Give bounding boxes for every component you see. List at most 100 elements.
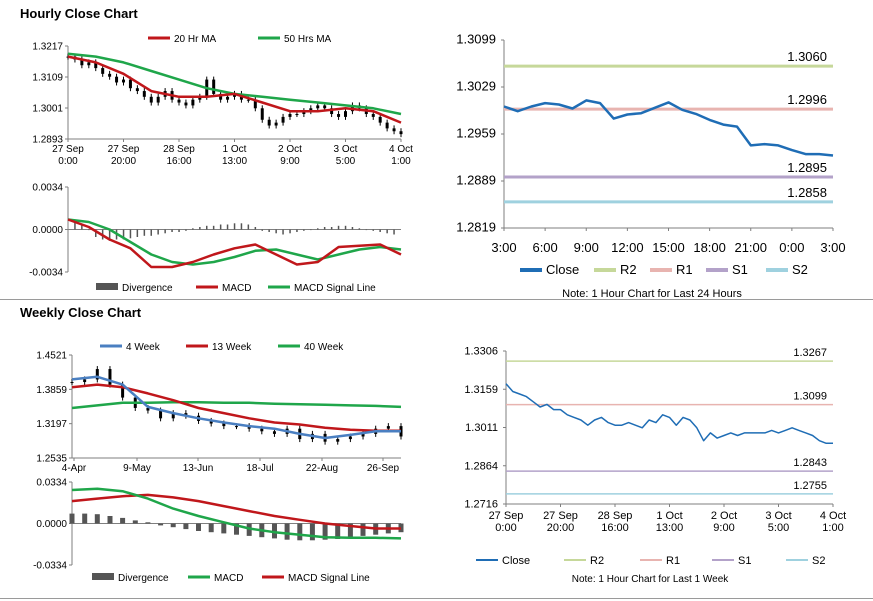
hourly-divergence-bar: [171, 229, 173, 232]
hourly-levels-close-line: [503, 99, 834, 157]
hourly-price-bar-body: [212, 79, 216, 94]
weekly-4wk-ma-line: [71, 375, 401, 440]
weekly-divergence-bar: [107, 516, 113, 524]
hourly-price-bar-body: [309, 108, 313, 112]
hourly-price-x-tick-label: 13:00: [222, 156, 247, 167]
hourly-levels-y-tick-label: 1.2889: [456, 173, 496, 188]
weekly-divergence-bar: [196, 523, 201, 531]
hourly-price-bar-body: [337, 114, 341, 117]
hourly-divergence-bar: [303, 229, 305, 231]
hourly-price-bar-body: [226, 96, 230, 100]
hourly-divergence-bar: [296, 229, 298, 232]
weekly-price-bar-body: [95, 369, 99, 380]
hourly-levels-y-tick-label: 1.2819: [456, 220, 496, 235]
hourly-divergence-bar: [330, 227, 333, 230]
hourly-price-bar-body: [323, 105, 327, 109]
hourly-price-bar-body: [378, 116, 382, 123]
hourly-divergence-bar: [261, 229, 263, 231]
weekly-price-y-tick-label: 1.3197: [36, 419, 67, 430]
section-divider: [0, 299, 873, 300]
hourly-price-bar-body: [94, 62, 98, 69]
hourly-divergence-bar: [351, 227, 354, 230]
hourly-macd-legend-label: MACD: [222, 283, 251, 294]
hourly-price-x-tick-label: 4 Oct: [389, 144, 413, 155]
hourly-macd-y-tick-label: 0.0034: [32, 183, 63, 194]
hourly-price-bar-body: [101, 68, 105, 74]
hourly-divergence-bar: [157, 229, 159, 235]
hourly-divergence-bar: [129, 229, 132, 239]
hourly-price-bar-body: [184, 102, 188, 106]
hourly-price-y-tick-label: 1.3001: [32, 104, 63, 115]
weekly-divergence-bar: [347, 523, 353, 538]
hourly-levels-r2-label: 1.3060: [787, 49, 827, 64]
weekly-levels-note: Note: 1 Hour Chart for Last 1 Week: [572, 574, 730, 585]
weekly-macd-legend-label: MACD: [214, 573, 243, 584]
hourly-price-bar-body: [385, 122, 389, 129]
hourly-macd-signal-line: [67, 218, 402, 266]
hourly-price-x-tick-label: 2 Oct: [278, 144, 302, 155]
hourly-price-x-tick-label: 3 Oct: [334, 144, 358, 155]
hourly-divergence-bar: [282, 229, 284, 235]
hourly-price-bar-body: [246, 99, 250, 101]
weekly-macd-y-tick-label: 0.0000: [36, 519, 67, 530]
hourly-levels-r1-label: 1.2996: [787, 92, 827, 107]
hourly-divergence-bar: [289, 229, 291, 234]
hourly-levels-y-tick-label: 1.2959: [456, 126, 496, 141]
hourly-price-x-tick-label: 9:00: [280, 156, 300, 167]
hourly-price-bar-body: [80, 59, 84, 66]
hourly-divergence-bar: [365, 229, 368, 231]
hourly-divergence-bar: [358, 228, 361, 230]
weekly-macd-signal-line: [71, 493, 401, 530]
weekly-price-bar-body: [146, 407, 150, 411]
weekly-levels-x-tick-label: 0:00: [495, 522, 516, 534]
weekly-divergence-bar: [234, 523, 239, 535]
hourly-divergence-bar: [393, 229, 395, 235]
weekly-divergence-bar: [145, 522, 151, 524]
hourly-price-bar-body: [281, 116, 285, 123]
weekly-price-bar-body: [83, 379, 87, 383]
weekly-levels-y-tick-label: 1.3306: [464, 346, 498, 358]
hourly-levels-legend-label: R1: [676, 262, 693, 277]
hourly-levels-legend-label: S2: [792, 262, 808, 277]
weekly-levels-y-tick-label: 1.3011: [465, 422, 498, 434]
hourly-divergence-bar: [108, 229, 111, 241]
hourly-levels-x-tick-label: 12:00: [611, 240, 644, 255]
hourly-divergence-bar: [199, 227, 201, 230]
weekly-divergence-bar: [120, 517, 126, 524]
weekly-price-bar-body: [235, 426, 238, 428]
hourly-levels-x-tick-label: 18:00: [693, 240, 726, 255]
weekly-divergence-bar: [82, 513, 88, 524]
weekly-levels-s1-label: 1.2843: [793, 457, 827, 469]
hourly-macd-y-tick-label: -0.0034: [29, 268, 63, 279]
hourly-macd-legend-label: Divergence: [122, 283, 173, 294]
hourly-price-bar-body: [316, 105, 320, 109]
weekly-levels-x-tick-label: 3 Oct: [765, 510, 791, 522]
weekly-divergence-bar: [132, 520, 138, 524]
hourly-price-bar-body: [198, 96, 202, 100]
weekly-price-y-tick-label: 1.2535: [36, 454, 67, 465]
hourly-macd-y-tick-label: 0.0000: [32, 225, 63, 236]
weekly-price-legend-label: 40 Week: [304, 342, 344, 353]
hourly-divergence-bar: [88, 229, 90, 231]
weekly-price-bar-body: [171, 413, 175, 419]
weekly-price-bar-body: [247, 426, 251, 429]
weekly-levels-x-tick-label: 1:00: [822, 522, 843, 534]
hourly-levels-x-tick-label: 9:00: [574, 240, 599, 255]
hourly-macd-legend-swatch: [96, 283, 118, 290]
weekly-levels-x-tick-label: 5:00: [768, 522, 789, 534]
weekly-price-bar-body: [260, 428, 264, 432]
weekly-levels-x-tick-label: 20:00: [547, 522, 575, 534]
hourly-price-bar-body: [288, 114, 292, 117]
hourly-price-y-tick-label: 1.2893: [32, 135, 63, 146]
weekly-levels-close-line: [505, 383, 833, 445]
hourly-price-x-tick-label: 5:00: [336, 156, 356, 167]
hourly-price-bar-body: [87, 62, 91, 66]
weekly-price-y-tick-label: 1.3859: [36, 385, 67, 396]
hourly-price-bar-body: [274, 122, 278, 126]
hourly-divergence-bar: [143, 229, 146, 236]
weekly-macd-y-tick-label: 0.0334: [36, 478, 67, 489]
bottom-divider: [0, 598, 873, 599]
hourly-divergence-bar: [372, 229, 374, 231]
hourly-price-x-tick-label: 27 Sep: [108, 144, 140, 155]
hourly-price-bar-body: [191, 99, 195, 106]
